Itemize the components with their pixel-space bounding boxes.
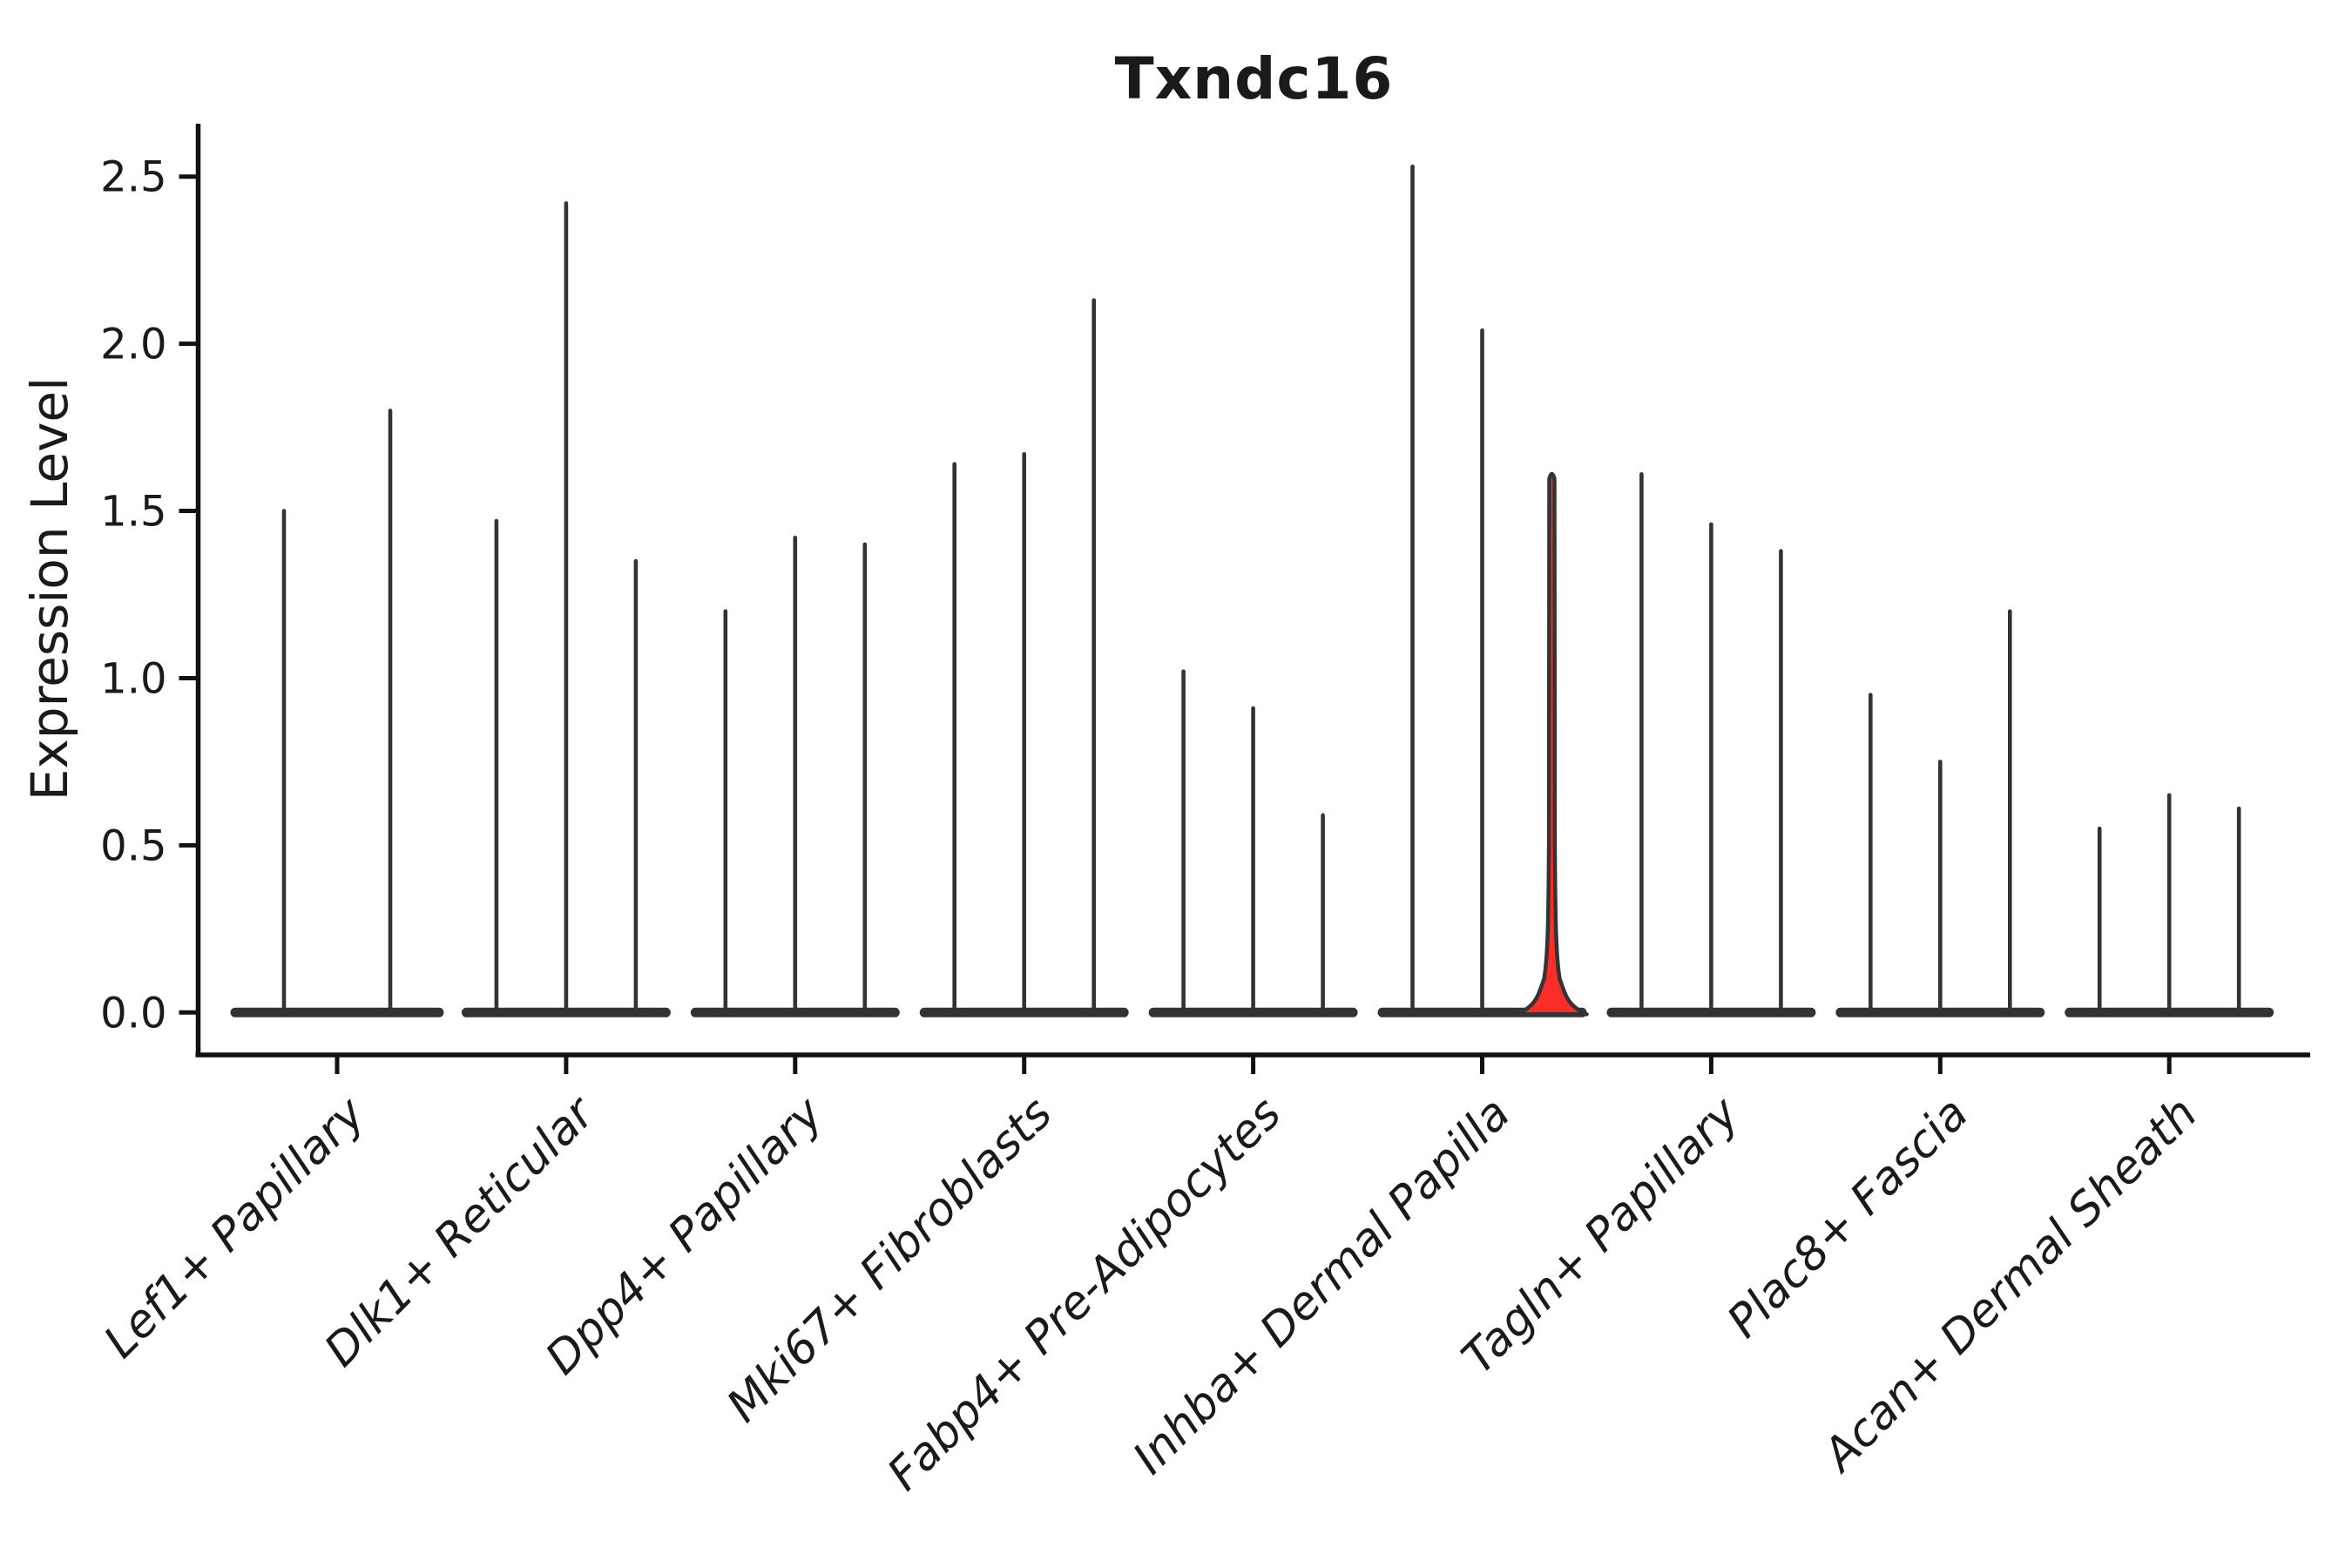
y-tick-label: 1.0	[100, 654, 166, 703]
y-tick-label: 2.5	[100, 153, 166, 202]
x-tick-label-6: Inhba+ Dermal Papilla	[1123, 1087, 1520, 1484]
y-tick-label: 0.0	[100, 989, 166, 1037]
violin-group-base-1	[230, 1007, 444, 1017]
chart-title: Txndc16	[1114, 45, 1394, 112]
x-tick-label-8: Plac8+ Fascia	[1718, 1087, 1978, 1348]
y-tick-label: 2.0	[100, 321, 166, 369]
y-tick-label: 1.5	[100, 488, 166, 537]
x-tick-label-5: Fabp4+ Pre-Adipocytes	[878, 1087, 1292, 1501]
x-tick-label-9: Acan+ Dermal Sheath	[1812, 1087, 2207, 1483]
y-tick-label: 0.5	[100, 821, 166, 870]
